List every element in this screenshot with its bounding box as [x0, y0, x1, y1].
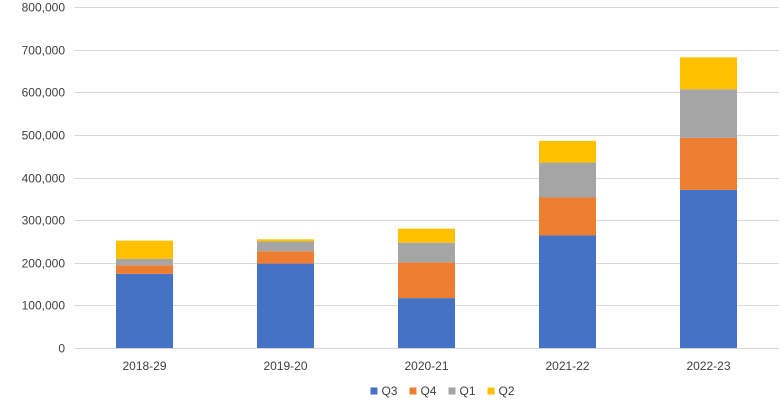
bar-segment-q2-2018-29: [116, 240, 173, 259]
x-tick-label: 2021-22: [545, 359, 589, 373]
y-axis: 0 100,000 200,000 300,000 400,000 500,000 600,…: [22, 1, 66, 356]
x-tick-label: 2019-20: [263, 359, 307, 373]
bar-segment-q3-2020-21: [398, 298, 455, 348]
x-tick-label: 2018-29: [122, 359, 166, 373]
y-tick-label: 700,000: [22, 44, 66, 58]
y-tick-label: 400,000: [22, 172, 66, 186]
bar-segment-q2-2020-21: [398, 228, 455, 243]
y-tick-label: 800,000: [22, 1, 66, 15]
legend-swatch-q4: [409, 387, 417, 395]
bar-segment-q4-2020-21: [398, 262, 455, 299]
bar-segment-q1-2020-21: [398, 242, 455, 263]
bar-segment-q2-2019-20: [257, 239, 314, 242]
bar-segment-q3-2022-23: [680, 189, 737, 348]
bar-segment-q1-2019-20: [257, 241, 314, 252]
legend-label-q1: Q1: [460, 384, 476, 398]
x-axis: 2018-29 2019-20 2020-21 2021-22 2022-23: [122, 359, 730, 373]
legend-swatch-q2: [487, 387, 495, 395]
bar-segment-q4-2019-20: [257, 251, 314, 264]
bar-segment-q3-2021-22: [539, 235, 596, 348]
legend: Q3 Q4 Q1 Q2: [370, 384, 515, 398]
y-tick-label: 500,000: [22, 129, 66, 143]
y-tick-label: 300,000: [22, 214, 66, 228]
bar-segment-q3-2019-20: [257, 263, 314, 348]
x-tick-label: 2020-21: [404, 359, 448, 373]
bar-segment-q1-2022-23: [680, 89, 737, 138]
bar-segment-q1-2018-29: [116, 258, 173, 266]
bar-segment-q4-2022-23: [680, 137, 737, 190]
legend-label-q3: Q3: [381, 384, 397, 398]
legend-label-q4: Q4: [420, 384, 436, 398]
bar-segment-q4-2021-22: [539, 197, 596, 236]
bar-segment-q2-2021-22: [539, 140, 596, 163]
bar-segment-q2-2022-23: [680, 57, 737, 90]
bar-segment-q1-2021-22: [539, 162, 596, 198]
y-tick-label: 200,000: [22, 257, 66, 271]
bar-segment-q4-2018-29: [116, 265, 173, 274]
y-tick-label: 100,000: [22, 299, 66, 313]
legend-swatch-q3: [370, 387, 378, 395]
gridlines: [74, 7, 779, 349]
bars: [116, 57, 737, 348]
y-tick-label: 0: [58, 342, 65, 356]
x-tick-label: 2022-23: [686, 359, 730, 373]
legend-swatch-q1: [448, 387, 456, 395]
bar-segment-q3-2018-29: [116, 273, 173, 348]
legend-label-q2: Q2: [499, 384, 515, 398]
y-tick-label: 600,000: [22, 86, 66, 100]
